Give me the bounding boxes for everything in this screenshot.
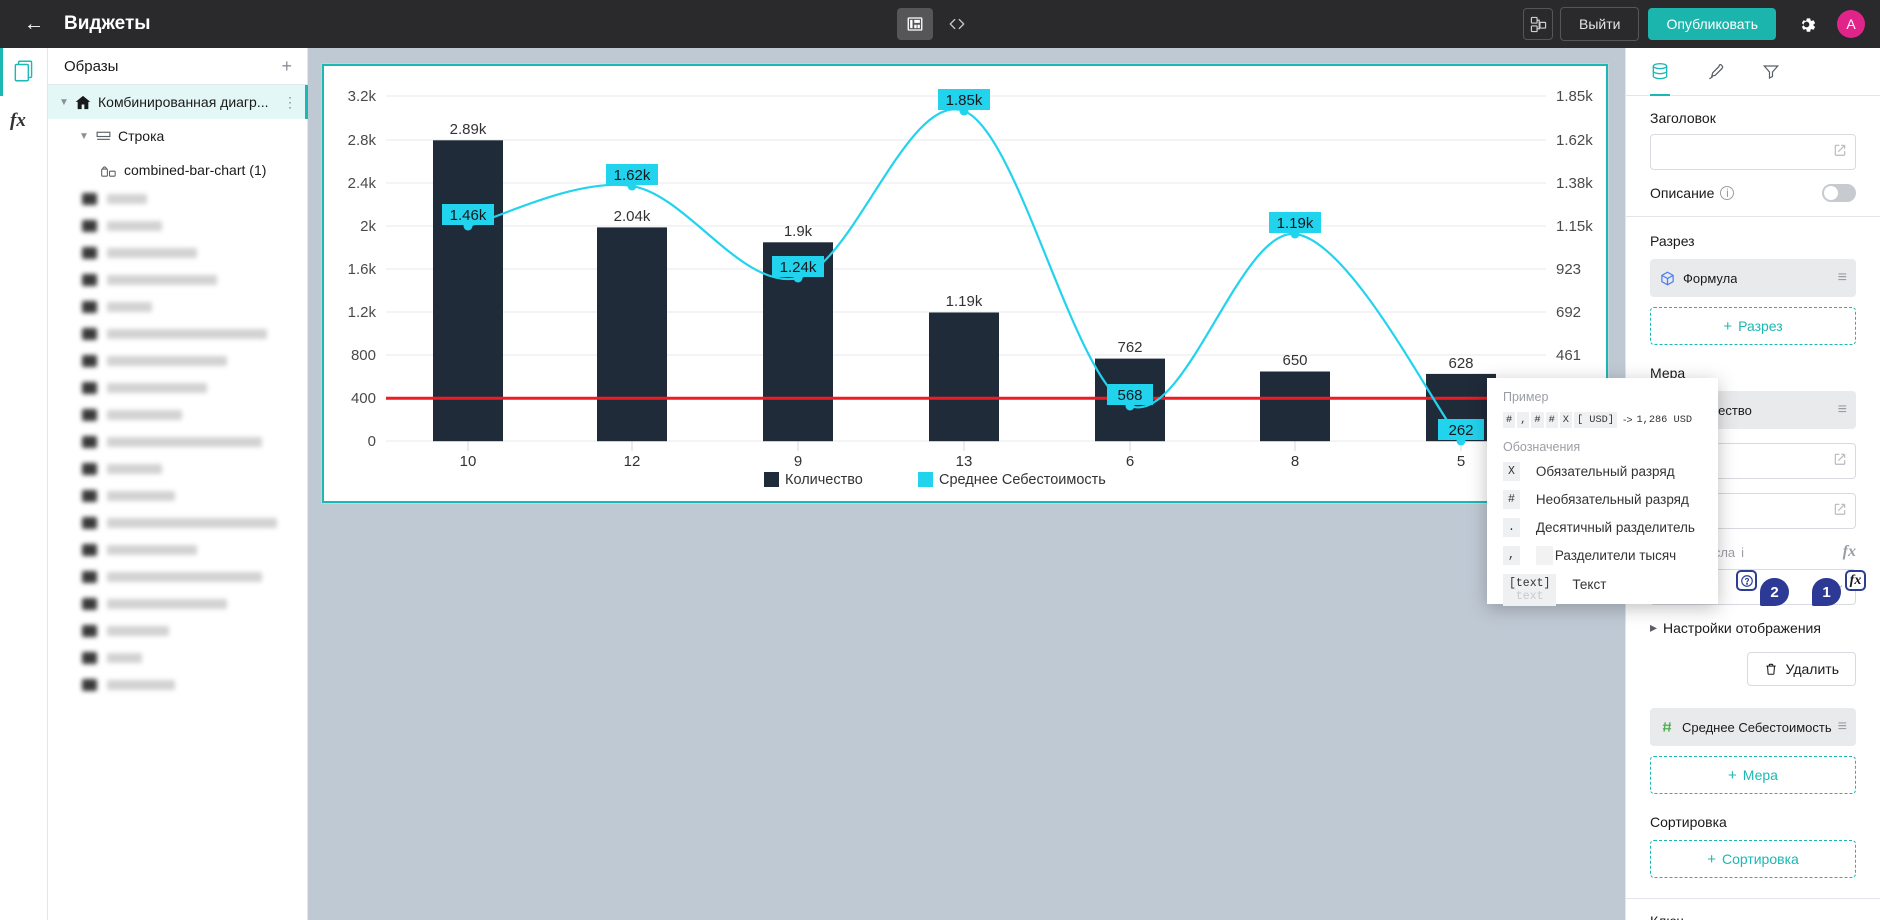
svg-text:2.04k: 2.04k: [614, 208, 651, 225]
svg-text:762: 762: [1117, 339, 1142, 356]
svg-text:8: 8: [1291, 453, 1299, 470]
svg-text:3.2k: 3.2k: [348, 88, 377, 105]
svg-text:568: 568: [1117, 387, 1142, 404]
svg-text:1.2k: 1.2k: [348, 304, 377, 321]
svg-text:2.4k: 2.4k: [348, 175, 377, 192]
svg-text:1.19k: 1.19k: [1277, 215, 1314, 232]
svg-text:628: 628: [1448, 355, 1473, 372]
svg-text:10: 10: [460, 453, 477, 470]
svg-text:1.46k: 1.46k: [450, 207, 487, 224]
svg-text:1.19k: 1.19k: [946, 293, 983, 310]
svg-text:Количество: Количество: [785, 472, 863, 488]
svg-text:12: 12: [624, 453, 641, 470]
svg-text:1.85k: 1.85k: [1556, 88, 1593, 105]
svg-text:461: 461: [1556, 347, 1581, 364]
svg-text:400: 400: [351, 390, 376, 407]
svg-text:2.89k: 2.89k: [450, 121, 487, 138]
svg-text:1.38k: 1.38k: [1556, 175, 1593, 192]
svg-text:262: 262: [1448, 422, 1473, 439]
svg-text:2.8k: 2.8k: [348, 132, 377, 149]
svg-text:1.62k: 1.62k: [614, 167, 651, 184]
svg-text:1.6k: 1.6k: [348, 261, 377, 278]
svg-text:692: 692: [1556, 304, 1581, 321]
svg-text:0: 0: [368, 433, 376, 450]
svg-text:5: 5: [1457, 453, 1465, 470]
svg-text:2k: 2k: [360, 218, 376, 235]
svg-text:9: 9: [794, 453, 802, 470]
svg-text:1.9k: 1.9k: [784, 223, 813, 240]
svg-text:1.24k: 1.24k: [780, 259, 817, 276]
svg-text:1.85k: 1.85k: [946, 92, 983, 109]
svg-text:650: 650: [1282, 352, 1307, 369]
svg-text:Среднее Себестоимость: Среднее Себестоимость: [939, 472, 1106, 488]
svg-text:1.62k: 1.62k: [1556, 132, 1593, 149]
svg-text:6: 6: [1126, 453, 1134, 470]
svg-text:13: 13: [956, 453, 973, 470]
svg-text:800: 800: [351, 347, 376, 364]
svg-text:1.15k: 1.15k: [1556, 218, 1593, 235]
svg-text:923: 923: [1556, 261, 1581, 278]
